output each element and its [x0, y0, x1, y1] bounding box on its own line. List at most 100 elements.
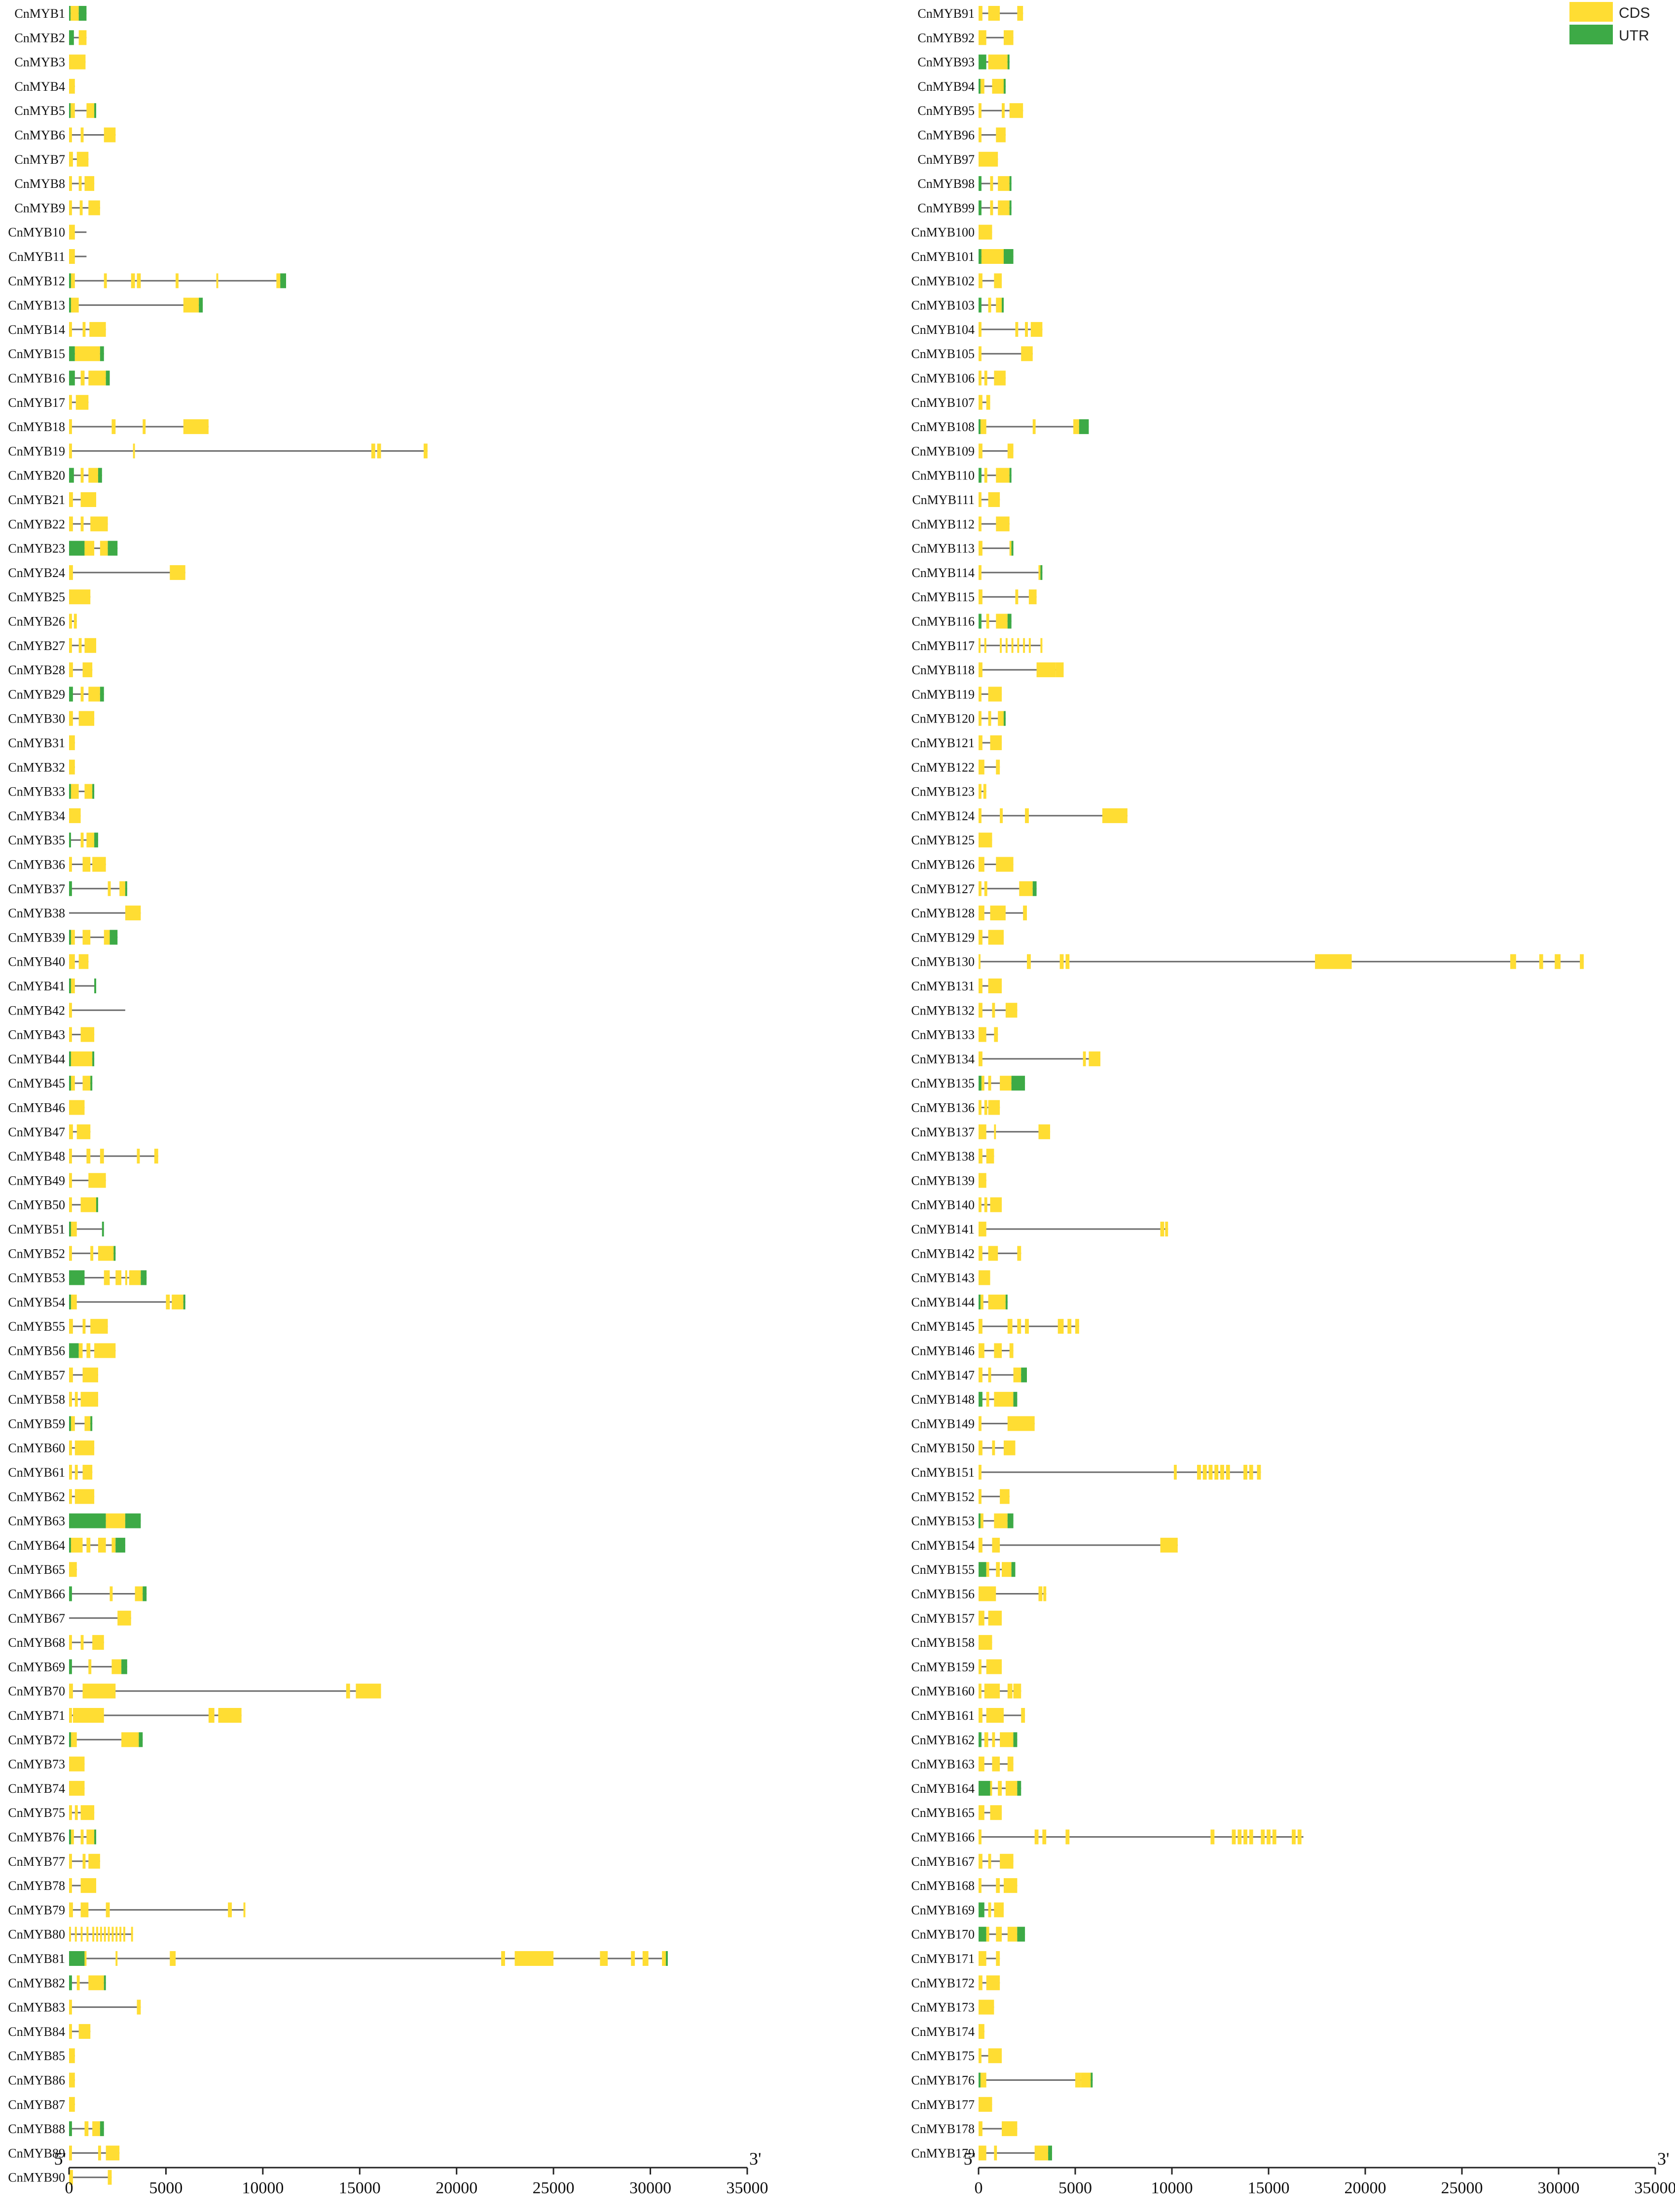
gene-row: CnMYB164: [911, 1780, 1021, 1796]
utr-block: [280, 273, 286, 289]
gene-label: CnMYB138: [911, 1149, 975, 1163]
cds-block: [988, 930, 1004, 945]
utr-block: [104, 1975, 106, 1991]
cds-block: [84, 784, 93, 799]
cds-block: [166, 1294, 170, 1309]
gene-row: CnMYB69: [8, 1659, 127, 1674]
utr-block: [69, 1586, 72, 1601]
cds-block: [979, 979, 983, 993]
cds-block: [86, 1537, 91, 1553]
gene-label: CnMYB97: [917, 152, 975, 167]
cds-block: [980, 1294, 983, 1309]
cds-block: [1249, 1465, 1253, 1480]
cds-block: [986, 1926, 989, 1942]
gene-label: CnMYB120: [911, 712, 975, 726]
cds-block: [69, 614, 72, 629]
utr-block: [69, 833, 71, 848]
cds-block: [979, 224, 992, 240]
cds-block: [106, 2145, 120, 2161]
cds-block: [994, 1343, 1002, 1358]
utr-block: [69, 1732, 71, 1747]
gene-label: CnMYB8: [14, 177, 65, 191]
cds-block: [994, 2145, 997, 2161]
gene-row: CnMYB81: [8, 1951, 668, 1966]
gene-row: CnMYB33: [8, 784, 95, 799]
cds-block: [80, 1926, 83, 1942]
cds-block: [979, 808, 982, 823]
cds-block: [979, 443, 983, 459]
cds-block: [996, 1878, 1000, 1893]
utr-block: [1013, 1392, 1018, 1407]
cds-block: [69, 2170, 73, 2185]
cds-block: [988, 1853, 991, 1869]
cds-block: [1013, 1683, 1021, 1699]
utr-block: [69, 30, 74, 45]
gene-row: CnMYB71: [8, 1708, 242, 1723]
cds-block: [1059, 954, 1064, 969]
gene-label: CnMYB27: [8, 639, 65, 653]
cds-block: [1005, 1780, 1018, 1796]
gene-label: CnMYB57: [8, 1368, 65, 1382]
cds-block: [1027, 954, 1031, 969]
gene-label: CnMYB10: [8, 225, 65, 240]
gene-label: CnMYB149: [911, 1416, 975, 1431]
gene-row: CnMYB63: [8, 1513, 141, 1528]
gene-row: CnMYB16: [8, 370, 110, 386]
cds-block: [1002, 103, 1005, 118]
cds-block: [979, 687, 982, 702]
gene-row: CnMYB7: [14, 151, 89, 167]
gene-label: CnMYB9: [14, 201, 65, 215]
cds-block: [69, 662, 73, 678]
cds-block: [80, 1027, 95, 1042]
cds-block: [984, 1197, 987, 1212]
gene-row: CnMYB143: [911, 1270, 990, 1285]
gene-row: CnMYB175: [911, 2048, 1002, 2064]
gene-row: CnMYB162: [911, 1732, 1018, 1747]
cds-block: [82, 1076, 91, 1091]
cds-block: [998, 1780, 1002, 1796]
cds-block: [76, 1124, 91, 1139]
utr-block: [1009, 176, 1012, 191]
gene-label: CnMYB61: [8, 1465, 65, 1480]
gene-label: CnMYB14: [8, 323, 65, 337]
gene-row: CnMYB179: [911, 2145, 1052, 2161]
cds-block: [69, 711, 73, 726]
gene-label: CnMYB147: [911, 1368, 975, 1382]
cds-block: [1173, 1465, 1177, 1480]
cds-block: [80, 1197, 96, 1212]
gene-label: CnMYB105: [911, 347, 975, 361]
gene-row: CnMYB132: [911, 1003, 1018, 1018]
cds-block: [80, 1878, 96, 1893]
five-prime-label: 5': [964, 2149, 976, 2169]
gene-label: CnMYB34: [8, 809, 65, 823]
gene-row: CnMYB165: [911, 1805, 1002, 1820]
cds-block: [979, 1999, 994, 2015]
cds-block: [111, 419, 116, 435]
cds-block: [996, 1951, 1000, 1966]
cds-block: [104, 273, 107, 289]
gene-label: CnMYB130: [911, 955, 975, 969]
utr-block: [69, 881, 72, 896]
cds-block: [346, 1683, 350, 1699]
gene-row: CnMYB34: [8, 808, 81, 823]
utr-block: [69, 297, 71, 313]
gene-label: CnMYB134: [911, 1052, 975, 1066]
cds-block: [988, 2048, 1002, 2064]
cds-block: [90, 1319, 108, 1334]
utr-block: [69, 1222, 71, 1236]
cds-block: [69, 1805, 72, 1820]
cds-block: [979, 370, 982, 386]
cds-block: [1013, 1367, 1021, 1382]
gene-label: CnMYB5: [14, 104, 65, 118]
cds-block: [82, 930, 91, 945]
cds-block: [994, 1513, 1008, 1528]
gene-label: CnMYB142: [911, 1246, 975, 1261]
cds-block: [979, 1951, 986, 1966]
cds-block: [979, 1222, 986, 1236]
cds-block: [82, 1367, 98, 1382]
cds-block: [1000, 1853, 1014, 1869]
gene-label: CnMYB150: [911, 1441, 975, 1455]
gene-row: CnMYB48: [8, 1149, 158, 1164]
gene-row: CnMYB39: [8, 930, 118, 945]
cds-block: [106, 1513, 125, 1528]
